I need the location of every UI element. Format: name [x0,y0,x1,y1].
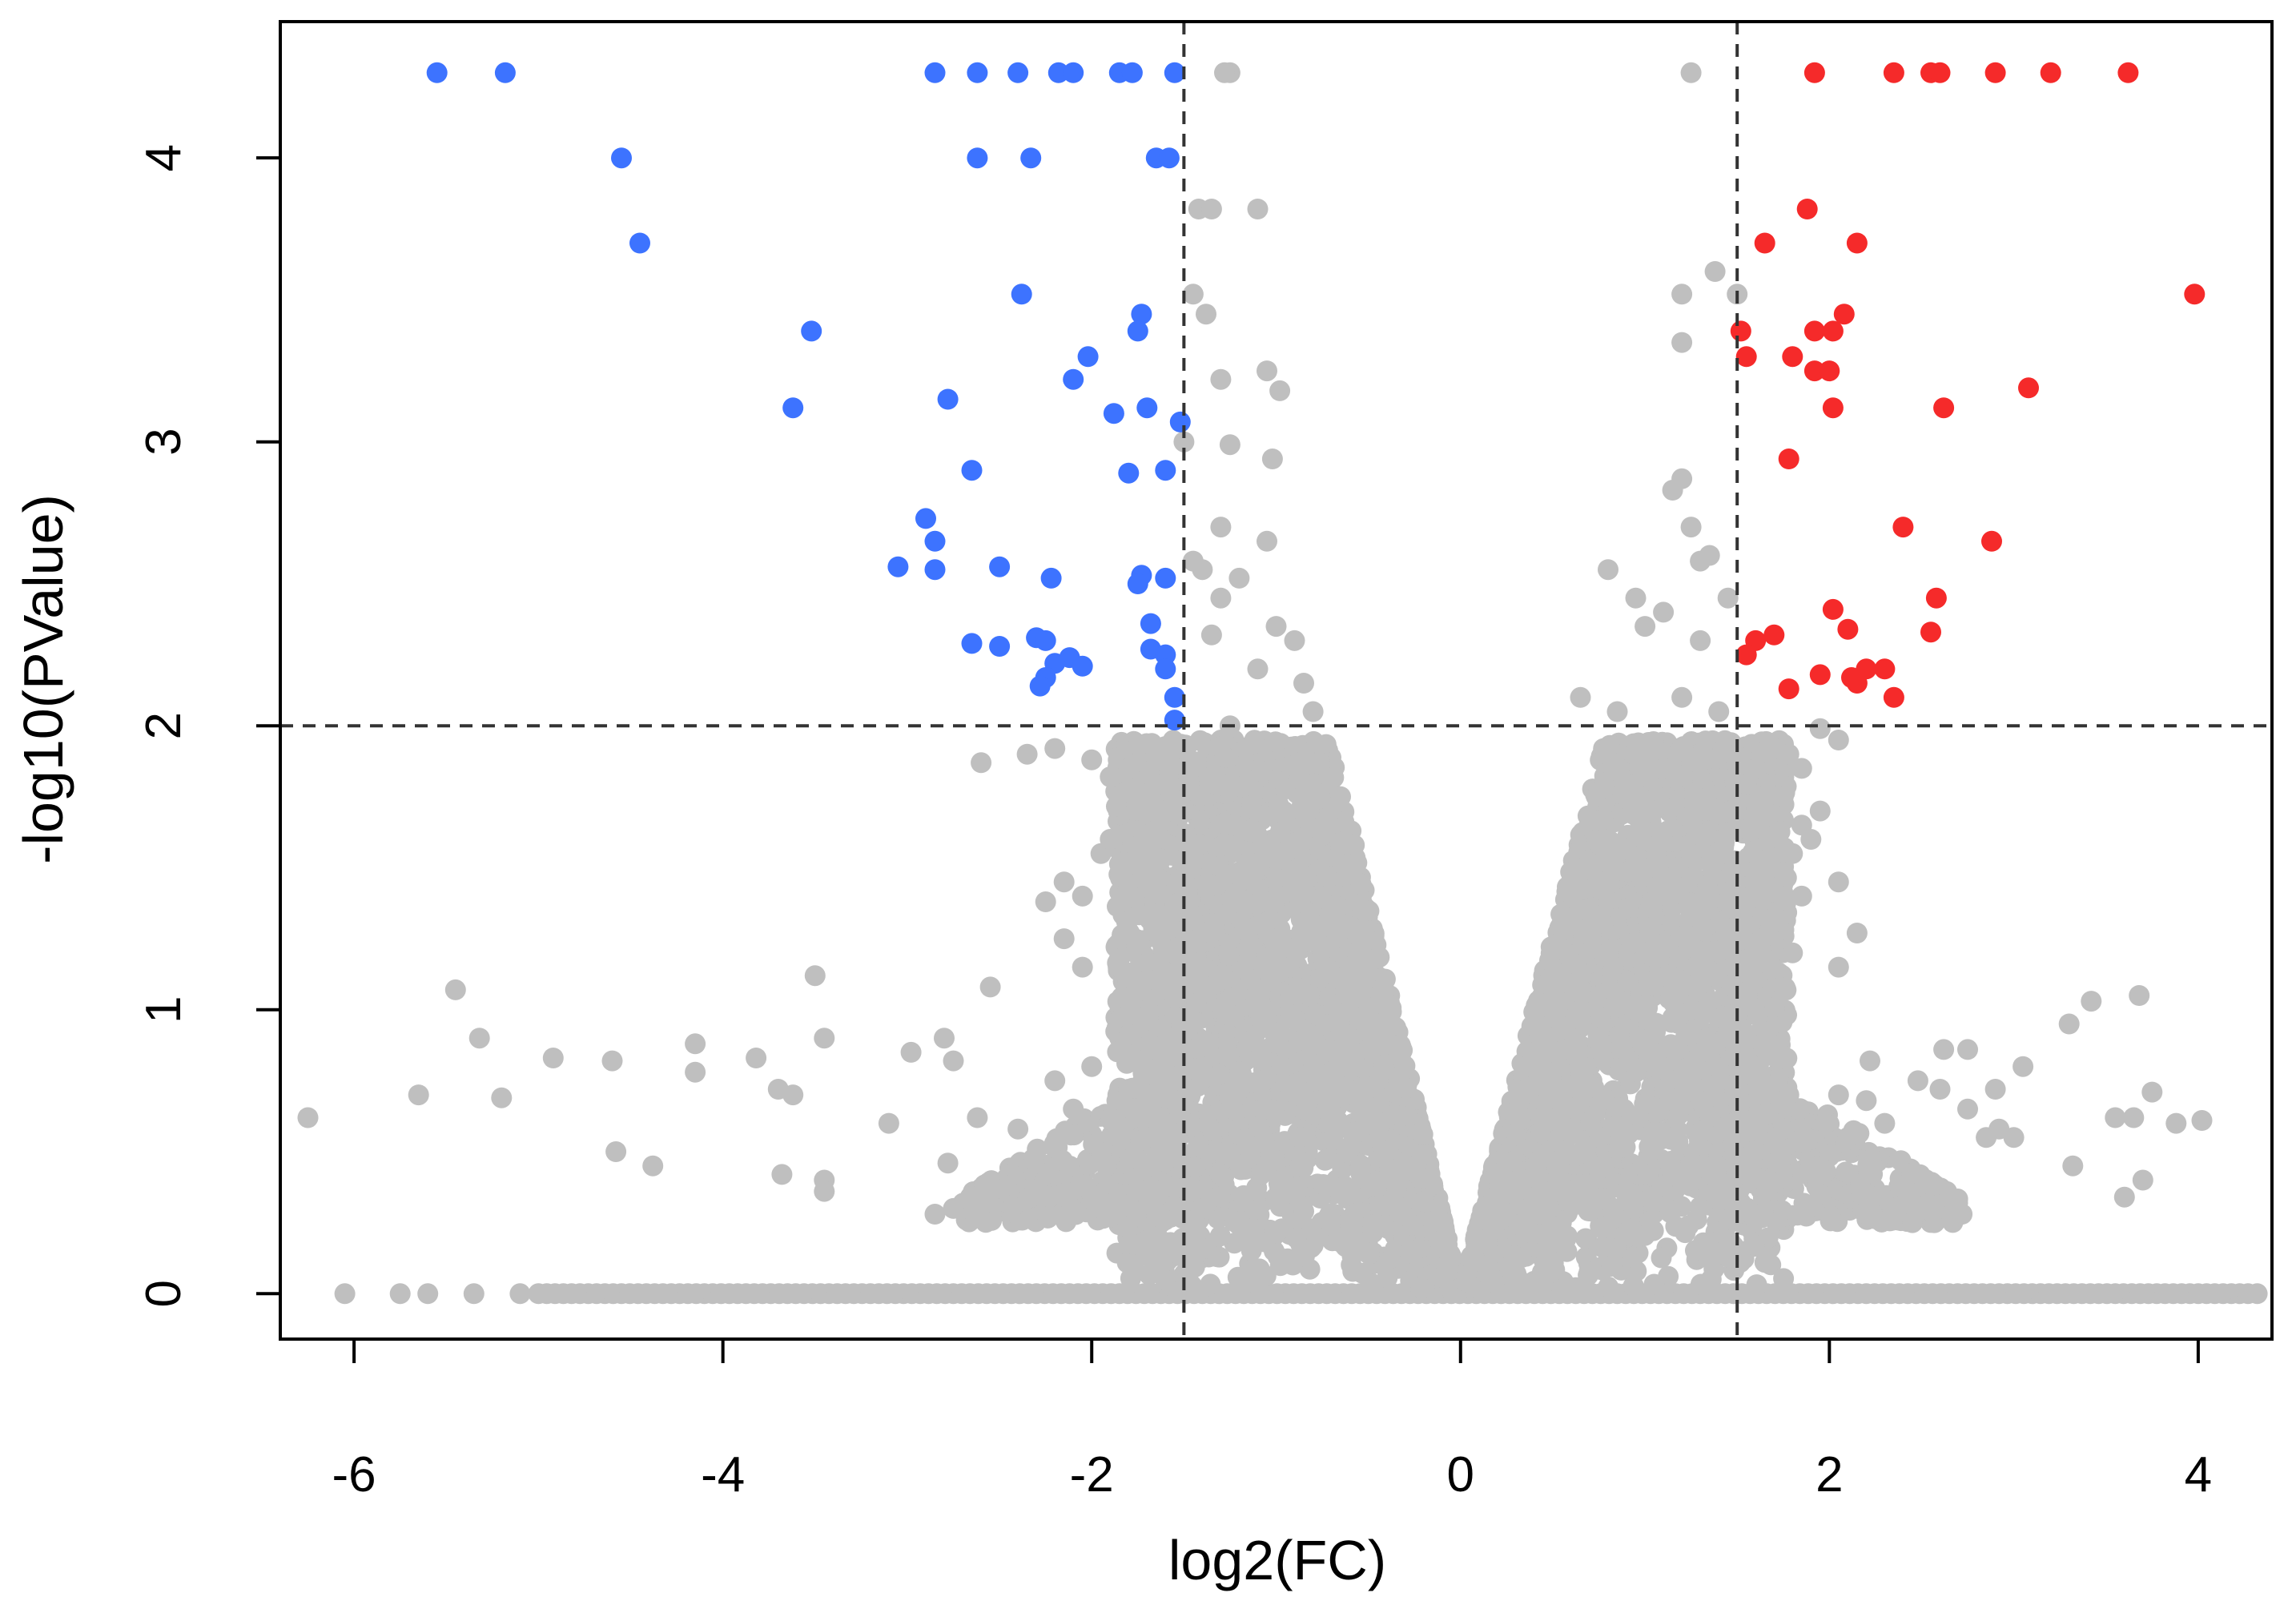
ns-point [1245,1072,1266,1093]
ns-point [1569,1143,1590,1164]
ns-point [1328,1051,1349,1072]
ns-point [1557,1180,1578,1201]
ns-point [1589,1127,1610,1148]
ns-point [1116,911,1137,932]
ns-point [1736,984,1758,1005]
ns-point [1686,823,1707,844]
ns-point [1685,1240,1707,1261]
ns-point [1192,1180,1213,1201]
ns-cloud-layer [528,730,2259,1305]
ns-point [1560,861,1582,883]
ns-point [1213,746,1235,768]
ns-point [1209,1225,1231,1247]
ns-point [1330,786,1351,807]
ns-point [1173,1263,1195,1285]
ns-point [1287,1177,1308,1199]
ns-point [1289,751,1311,773]
ns-point [1667,1131,1689,1152]
ns-point [1287,939,1309,961]
ns-point [1128,1234,1149,1256]
ns-point [1318,987,1340,1008]
ns-point [1746,1274,1767,1296]
ns-point [1377,1267,1398,1289]
ns-point [1547,1084,1569,1105]
ns-point [1273,1252,1294,1273]
ns-point [1208,1064,1230,1085]
ns-point [1745,879,1767,900]
ns-point [1598,1276,1619,1297]
ns-point [1643,1273,1665,1295]
ns-point [1556,881,1578,903]
ns-point [1665,1216,1687,1237]
ns-point [1313,1174,1334,1195]
ns-point [1651,1128,1672,1150]
ns-point [1295,808,1316,830]
ns-point [1593,1048,1614,1070]
ns-point [1744,1235,1766,1257]
ns-point [1751,742,1773,763]
ns-point [1710,798,1731,820]
ns-point [1562,1113,1584,1135]
ns-point [1200,1273,1221,1295]
ns-point [1209,1186,1231,1208]
ns-point [1606,1238,1627,1260]
ns-point [1323,766,1345,788]
ns-point [1285,736,1306,757]
ns-point [1206,838,1228,859]
ns-point [1679,1024,1700,1046]
ns-point [1566,1047,1588,1068]
ns-point [1593,774,1614,795]
ns-point [1622,1246,1644,1268]
ns-point [1659,1200,1681,1221]
ns-point [1754,1252,1775,1273]
ns-point [1634,1093,1655,1115]
ns-point [1575,1228,1596,1249]
ns-point [1661,1012,1683,1033]
ns-point [1344,835,1365,856]
ns-point [1140,871,1161,892]
ns-point [1255,1265,1277,1287]
ns-point [1124,1253,1145,1274]
ns-point [1614,1136,1635,1158]
ns-point [1587,1025,1609,1047]
ns-point [1773,1268,1795,1289]
ns-point [1187,1136,1208,1157]
ns-point [1293,1201,1314,1222]
ns-point [1550,915,1571,937]
ns-point [1341,1254,1362,1276]
ns-point [1651,1247,1672,1269]
ns-point [1300,984,1321,1005]
ns-point [1618,897,1639,919]
ns-point [1151,1032,1172,1053]
ns-point [1189,786,1211,806]
ns-point [1663,992,1684,1013]
ns-point [1310,736,1332,758]
ns-point [1529,992,1550,1014]
ns-point [1693,749,1715,770]
ns-point [1207,1208,1228,1229]
ns-point [1534,1044,1555,1066]
ns-point [1228,1268,1250,1289]
ns-point [1275,778,1296,800]
ns-point [1319,1203,1341,1225]
ns-point [1221,1144,1243,1165]
ns-point [1360,1272,1381,1293]
ns-point [1594,1155,1616,1177]
ns-point [1634,1225,1655,1246]
ns-point [1601,1256,1622,1277]
ns-point [1673,736,1695,758]
ns-point [1124,887,1145,909]
ns-point [1591,809,1613,831]
ns-point [1120,853,1141,875]
ns-point [1729,819,1751,840]
ns-point [1203,874,1224,895]
ns-point [1537,973,1558,995]
